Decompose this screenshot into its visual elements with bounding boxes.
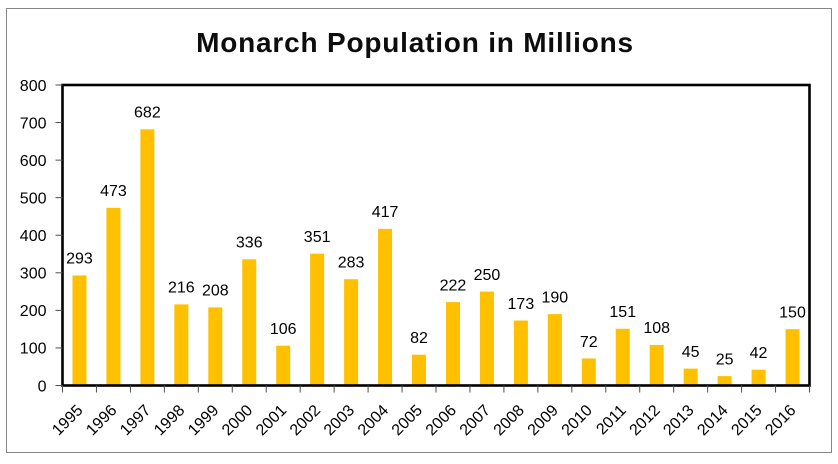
svg-text:0: 0 [38,378,47,395]
svg-text:151: 151 [609,304,636,321]
svg-text:82: 82 [410,330,428,347]
svg-text:351: 351 [304,229,331,246]
svg-text:250: 250 [474,267,501,284]
svg-text:600: 600 [20,153,47,170]
svg-text:208: 208 [202,283,229,300]
svg-text:417: 417 [372,204,399,221]
svg-text:Monarch Population in Millions: Monarch Population in Millions [196,27,634,58]
svg-text:300: 300 [20,266,47,283]
svg-text:800: 800 [20,78,47,95]
svg-text:25: 25 [716,351,734,368]
svg-text:190: 190 [541,289,568,306]
svg-text:500: 500 [20,190,47,207]
svg-text:173: 173 [508,296,535,313]
svg-text:400: 400 [20,228,47,245]
svg-text:108: 108 [643,320,670,337]
svg-text:106: 106 [270,321,297,338]
svg-text:100: 100 [20,341,47,358]
svg-text:222: 222 [440,277,467,294]
svg-text:42: 42 [750,345,768,362]
svg-text:473: 473 [100,183,127,200]
svg-text:150: 150 [779,304,806,321]
svg-text:283: 283 [338,255,365,272]
svg-text:216: 216 [168,280,195,297]
svg-text:336: 336 [236,235,263,252]
svg-text:682: 682 [134,105,161,122]
svg-text:293: 293 [66,251,93,268]
svg-text:72: 72 [580,334,598,351]
svg-text:200: 200 [20,303,47,320]
svg-text:700: 700 [20,115,47,132]
svg-text:45: 45 [682,344,700,361]
